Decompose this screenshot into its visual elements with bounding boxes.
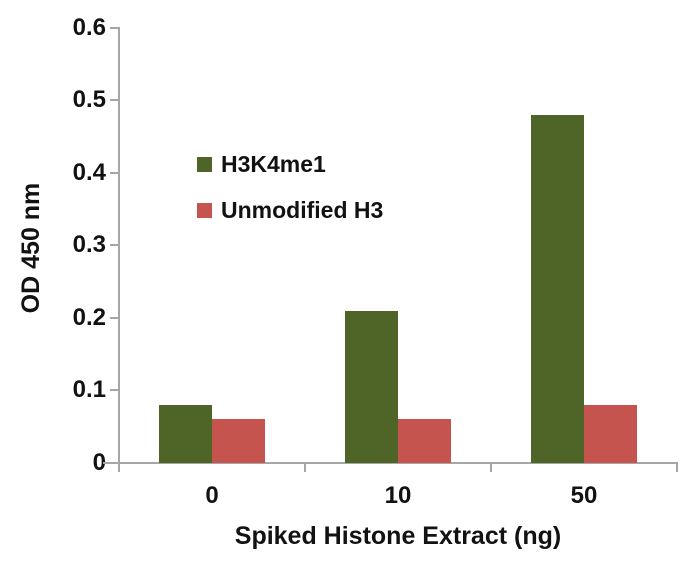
legend-swatch-h3k4me1	[197, 156, 212, 172]
x-tick-mark	[676, 464, 678, 472]
legend-label-unmodified-h3: Unmodified H3	[221, 197, 384, 223]
legend-swatch-unmodified-h3	[197, 202, 212, 218]
x-tick-mark	[304, 464, 306, 472]
y-tick-label-0.5: 0.5	[72, 86, 106, 113]
y-tick-label-0.2: 0.2	[72, 304, 106, 331]
legend-item-h3k4me1: H3K4me1	[197, 151, 383, 177]
y-tick-label-0.3: 0.3	[72, 231, 106, 258]
x-axis-line	[103, 462, 678, 464]
y-axis-line	[118, 27, 120, 464]
bar-h3k4me1-50ng	[531, 115, 584, 463]
y-tick-mark	[110, 244, 118, 246]
legend: H3K4me1 Unmodified H3	[197, 153, 383, 245]
x-tick-mark	[490, 464, 492, 472]
legend-item-unmodified-h3: Unmodified H3	[197, 197, 384, 223]
legend-label-h3k4me1: H3K4me1	[221, 151, 326, 177]
y-tick-label-0.1: 0.1	[72, 376, 106, 403]
y-tick-label-0.4: 0.4	[72, 159, 106, 186]
bar-unmodified-h3-10ng	[398, 419, 451, 463]
plot-area	[119, 28, 677, 463]
y-tick-label-0: 0	[92, 449, 106, 476]
y-tick-mark	[110, 27, 118, 29]
y-tick-mark	[110, 389, 118, 391]
bar-unmodified-h3-50ng	[584, 405, 637, 463]
x-tick-mark	[118, 464, 120, 472]
bar-h3k4me1-0ng	[159, 405, 212, 463]
y-tick-mark	[110, 99, 118, 101]
y-tick-mark	[110, 317, 118, 319]
x-category-label-10: 10	[384, 482, 412, 509]
y-tick-mark	[110, 172, 118, 174]
bar-unmodified-h3-0ng	[212, 419, 265, 463]
x-axis-title: Spiked Histone Extract (ng)	[234, 522, 562, 550]
x-category-label-50: 50	[570, 482, 598, 509]
y-tick-label-0.6: 0.6	[72, 14, 106, 41]
bar-h3k4me1-10ng	[345, 311, 398, 463]
x-category-label-0: 0	[205, 482, 219, 509]
